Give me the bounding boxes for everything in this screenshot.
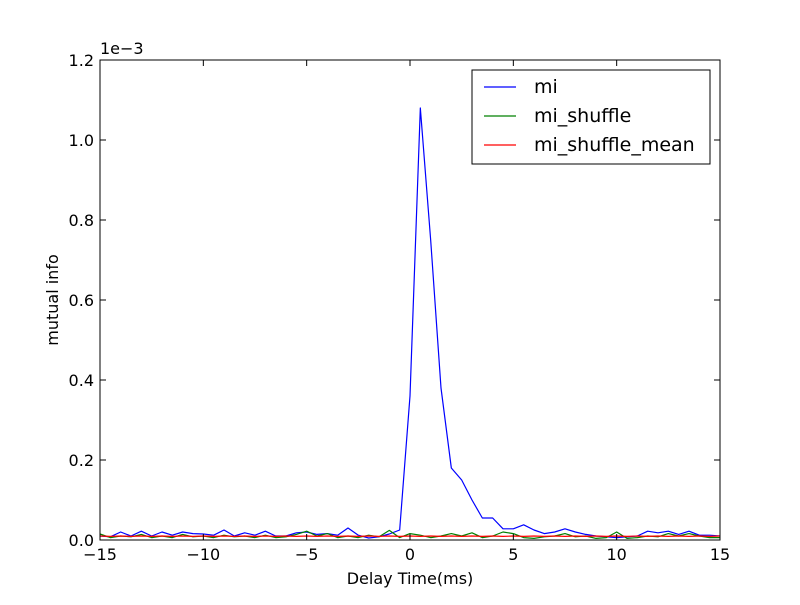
x-tick-label: 0 (405, 545, 415, 564)
x-tick-label: 5 (508, 545, 518, 564)
y-axis-title: mutual info (43, 254, 62, 345)
plot-layer (100, 108, 720, 538)
y-tick-label: 0.0 (69, 531, 94, 550)
legend-label-mi: mi (534, 76, 558, 98)
x-tick-label: −10 (186, 545, 220, 564)
legend: mi mi_shuffle mi_shuffle_mean (472, 70, 710, 164)
y-tick-label: 0.6 (69, 291, 94, 310)
legend-label-mi-shuffle: mi_shuffle (534, 105, 631, 127)
y-axis-multiplier: 1e−3 (100, 39, 144, 58)
y-tick-label: 1.2 (69, 51, 94, 70)
y-tick-label: 1.0 (69, 131, 94, 150)
x-tick-label: 15 (710, 545, 730, 564)
x-tick-label: −5 (295, 545, 319, 564)
x-axis-title: Delay Time(ms) (347, 569, 474, 588)
legend-label-mi-shuffle-mean: mi_shuffle_mean (534, 134, 695, 156)
x-tick-label: 10 (606, 545, 626, 564)
y-tick-label: 0.2 (69, 451, 94, 470)
y-tick-label: 0.8 (69, 211, 94, 230)
series-line-mi (100, 108, 720, 538)
y-tick-label: 0.4 (69, 371, 94, 390)
